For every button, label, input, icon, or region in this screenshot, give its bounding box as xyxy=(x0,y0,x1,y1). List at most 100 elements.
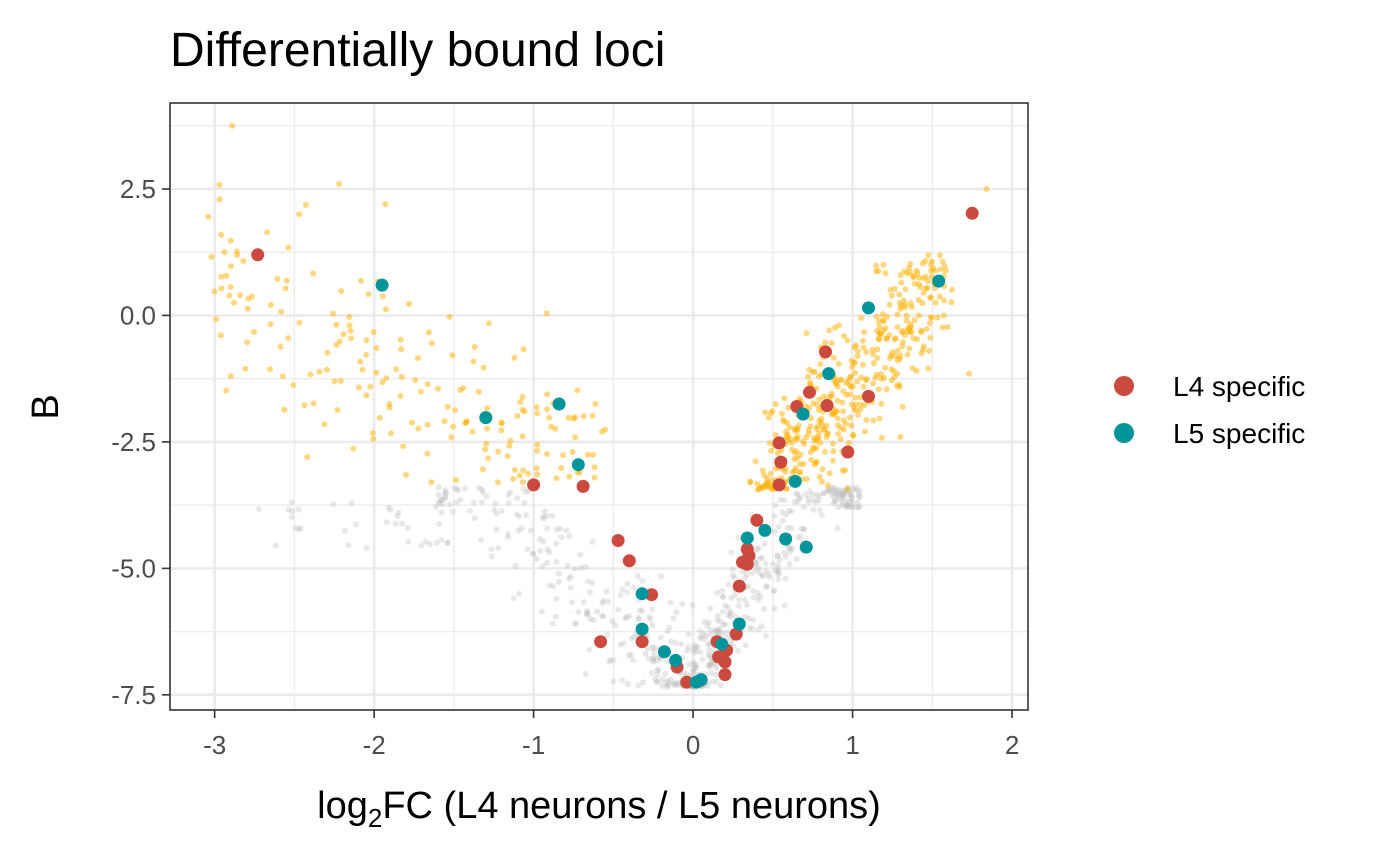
significant-point xyxy=(398,346,405,353)
background-point xyxy=(824,488,831,495)
l5-specific-point xyxy=(788,474,802,488)
background-point xyxy=(697,635,704,642)
significant-point xyxy=(762,409,769,416)
background-point xyxy=(530,550,536,557)
background-point xyxy=(582,563,589,570)
background-point xyxy=(285,506,292,513)
significant-point xyxy=(566,473,573,480)
background-point xyxy=(770,588,777,595)
l4-specific-point xyxy=(803,385,816,399)
significant-point xyxy=(216,196,223,203)
background-point xyxy=(628,651,635,658)
background-point xyxy=(590,617,597,623)
significant-point xyxy=(911,317,918,324)
background-point xyxy=(678,641,685,648)
background-point xyxy=(453,499,460,506)
significant-point xyxy=(884,313,891,320)
significant-point xyxy=(888,377,895,384)
background-point xyxy=(457,497,464,503)
significant-point xyxy=(848,364,855,370)
background-point xyxy=(779,509,786,516)
significant-point xyxy=(897,272,904,279)
significant-point xyxy=(815,434,822,441)
background-point xyxy=(599,600,606,607)
background-point xyxy=(288,499,295,506)
significant-point xyxy=(350,445,357,452)
significant-point xyxy=(843,391,850,398)
background-point xyxy=(774,553,781,559)
background-point xyxy=(619,586,626,593)
significant-point xyxy=(939,324,946,331)
background-point xyxy=(691,661,698,668)
background-point xyxy=(781,602,788,609)
significant-point xyxy=(844,486,851,493)
background-point xyxy=(856,503,863,510)
significant-point xyxy=(904,351,911,358)
significant-point xyxy=(920,343,927,350)
specific-points-layer xyxy=(251,206,979,689)
background-point xyxy=(810,497,817,504)
background-point xyxy=(587,616,594,622)
significant-point xyxy=(851,344,858,351)
significant-point xyxy=(941,312,947,319)
significant-point xyxy=(227,263,234,270)
background-point xyxy=(690,666,697,673)
significant-point xyxy=(903,312,910,319)
background-point xyxy=(636,607,643,614)
significant-point xyxy=(759,467,766,474)
significant-point xyxy=(221,249,228,256)
background-point xyxy=(544,546,551,553)
significant-point xyxy=(808,456,815,463)
background-point xyxy=(518,525,525,532)
background-point xyxy=(569,599,575,606)
background-point xyxy=(513,511,520,518)
background-point xyxy=(847,503,854,510)
background-point xyxy=(449,508,456,515)
l4-specific-point xyxy=(740,557,754,571)
significant-point xyxy=(830,448,837,455)
l4-specific-point xyxy=(729,627,743,641)
l5-specific-point xyxy=(375,278,389,292)
l4-specific-point xyxy=(718,655,732,669)
significant-point xyxy=(761,472,768,479)
significant-point xyxy=(911,280,918,287)
significant-point xyxy=(886,301,893,308)
significant-point xyxy=(794,433,801,440)
background-point xyxy=(549,512,556,519)
significant-point xyxy=(803,330,810,337)
background-point xyxy=(692,664,699,671)
background-point xyxy=(769,560,776,567)
background-point xyxy=(836,493,843,500)
significant-point xyxy=(355,384,362,391)
significant-point xyxy=(463,418,470,425)
significant-point xyxy=(767,470,774,477)
background-point xyxy=(491,506,498,513)
background-point xyxy=(731,574,738,581)
background-point xyxy=(793,490,800,497)
background-point xyxy=(762,560,769,567)
background-point xyxy=(383,519,390,526)
background-point xyxy=(645,655,652,662)
background-point xyxy=(714,628,721,634)
significant-point xyxy=(424,421,431,428)
significant-point xyxy=(572,434,579,441)
significant-point xyxy=(520,346,527,353)
background-point xyxy=(720,594,727,601)
background-point xyxy=(577,551,584,558)
l4-specific-point xyxy=(965,206,979,220)
background-point xyxy=(664,684,671,691)
background-point xyxy=(786,561,793,568)
significant-point xyxy=(875,268,882,275)
background-point xyxy=(524,546,531,553)
significant-point xyxy=(890,368,897,375)
background-point xyxy=(667,676,674,683)
x-axis-title-subscript: 2 xyxy=(368,803,382,833)
significant-point xyxy=(860,361,866,368)
background-point xyxy=(761,605,768,612)
background-point xyxy=(442,489,449,496)
significant-point xyxy=(920,289,927,296)
significant-point xyxy=(316,368,323,375)
background-point xyxy=(839,490,846,497)
significant-point xyxy=(435,385,441,392)
background-point xyxy=(483,493,490,500)
